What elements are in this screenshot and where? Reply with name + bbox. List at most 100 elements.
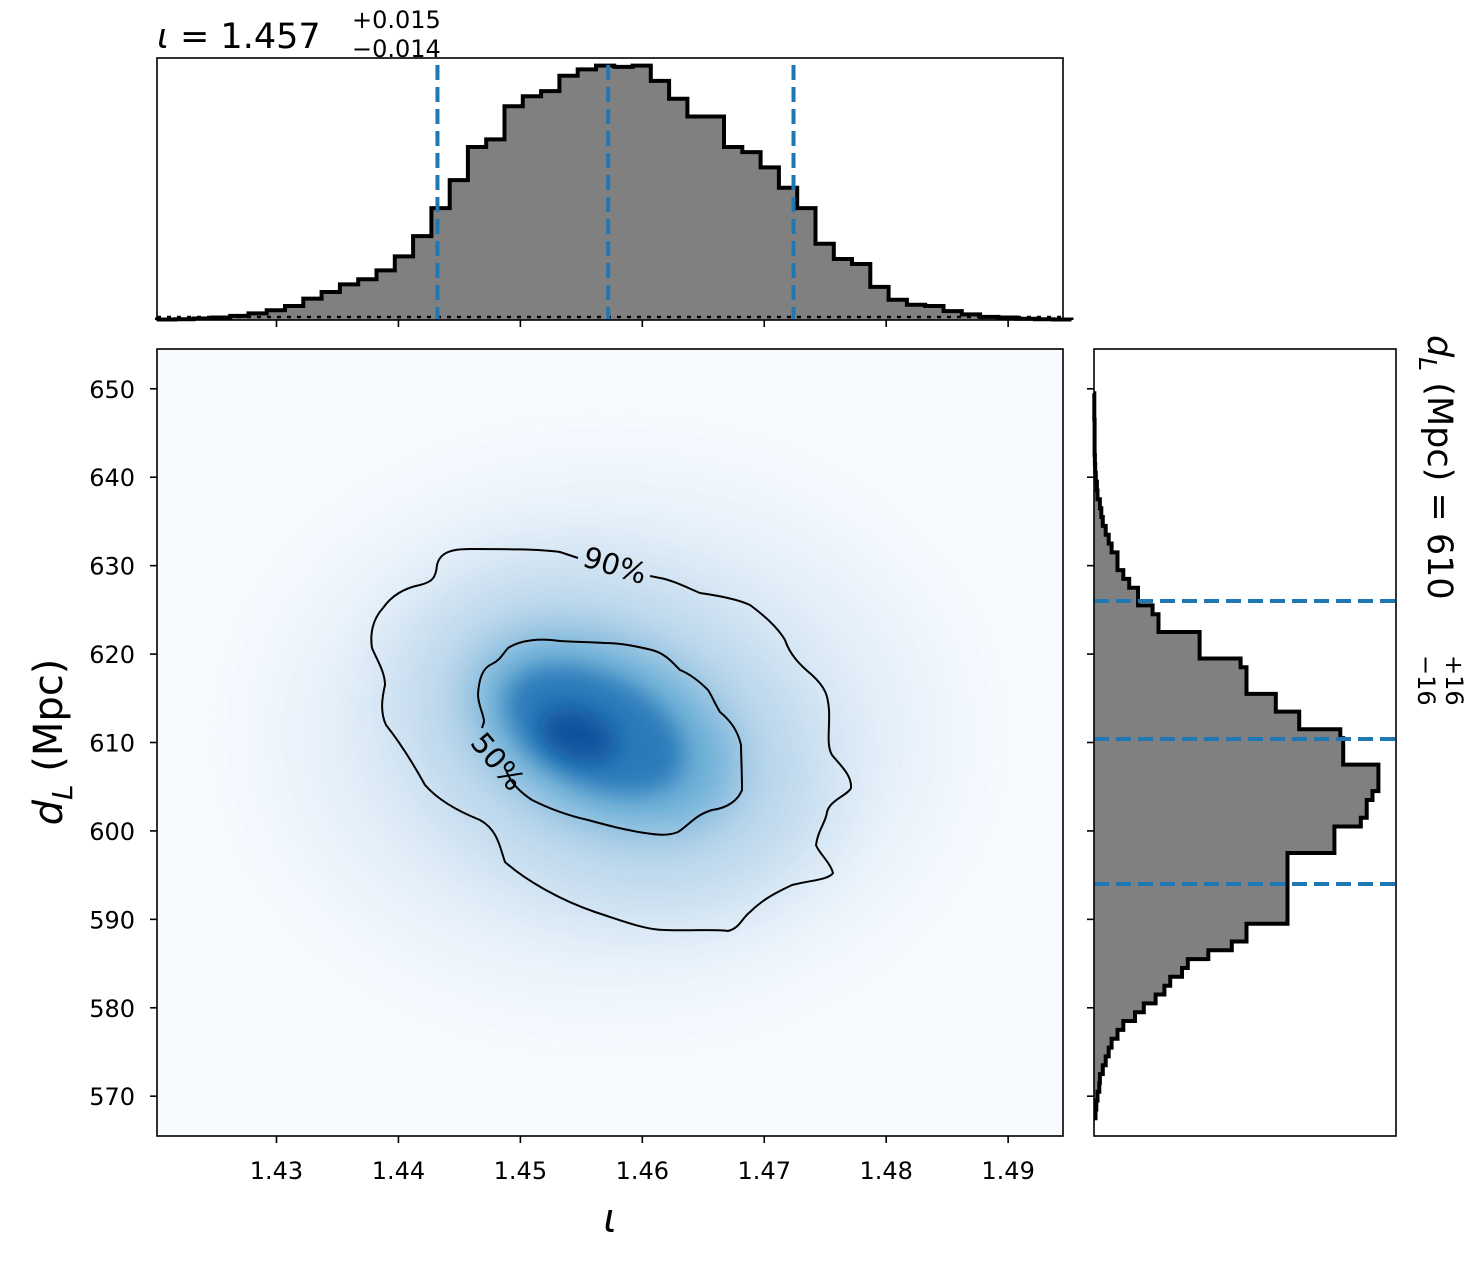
distance-bin (1094, 711, 1300, 721)
y-tick-label: 580 (89, 995, 135, 1023)
distance-title-lower: −16 (1412, 655, 1440, 706)
distance-bin (1094, 649, 1200, 660)
inclination-title-upper: +0.015 (352, 6, 441, 34)
distance-bin (1094, 676, 1247, 686)
inclination-bin (906, 304, 926, 320)
x-tick-label: 1.45 (494, 1157, 547, 1185)
distance-histogram-outline (1092, 391, 1381, 1121)
inclination-marginal-ticks (275, 320, 1009, 327)
x-tick-label: 1.49 (981, 1157, 1034, 1185)
joint-y-ticks: 570 580 590 600 610 620 630 640 650 (89, 376, 157, 1111)
distance-bin (1094, 959, 1188, 969)
distance-bin (1094, 685, 1247, 695)
inclination-bin (376, 270, 396, 320)
inclination-bin (705, 116, 725, 320)
y-tick-label: 590 (89, 906, 135, 934)
inclination-bin (596, 65, 615, 320)
inclination-bin (413, 236, 432, 320)
inclination-bin (742, 152, 762, 320)
inclination-bin (467, 147, 487, 320)
distance-bin (1094, 791, 1373, 801)
inclination-bin (394, 256, 414, 320)
inclination-bin (486, 139, 506, 320)
inclination-bin (321, 292, 341, 320)
distance-marginal-ticks (1087, 387, 1094, 1098)
inclination-marginal-panel: ι = 1.457 +0.015 −0.014 (155, 6, 1074, 327)
distance-bin (1094, 914, 1288, 925)
inclination-bin (266, 310, 286, 320)
x-tick-label: 1.43 (250, 1157, 303, 1185)
distance-bin (1094, 720, 1300, 730)
inclination-bin (522, 96, 542, 320)
distance-bin (1094, 1047, 1109, 1057)
distance-bin (1094, 605, 1153, 615)
x-axis-label: ι (603, 1196, 617, 1242)
contour-90 (370, 547, 853, 933)
distance-bin (1094, 702, 1276, 713)
x-tick-label: 1.47 (738, 1157, 791, 1185)
distance-bin (1094, 950, 1209, 960)
distance-histogram (1092, 391, 1381, 1121)
distance-bin (1094, 844, 1335, 854)
distance-bin (1094, 640, 1200, 651)
inclination-title-lower: −0.014 (352, 35, 441, 63)
distance-bin (1094, 808, 1367, 819)
distance-quantile-lines (1094, 599, 1396, 886)
distance-bin (1094, 1056, 1106, 1066)
inclination-bin (815, 243, 835, 320)
y-tick-label: 620 (89, 641, 135, 669)
distance-title: dL (Mpc) = 610 (1413, 335, 1459, 600)
distance-bin (1094, 888, 1288, 898)
distance-bin (1094, 623, 1159, 633)
inclination-bin (614, 66, 634, 321)
distance-bin (1094, 782, 1379, 792)
density-peak (539, 707, 617, 763)
inclination-bin (833, 259, 853, 320)
distance-bin (1094, 994, 1156, 1004)
inclination-bin (449, 180, 469, 320)
distance-bin (1094, 897, 1288, 907)
y-tick-label: 570 (89, 1083, 135, 1111)
distance-bin (1094, 826, 1335, 836)
inclination-histogram-outline (155, 63, 1074, 322)
inclination-histogram (155, 63, 1074, 322)
distance-bin (1094, 578, 1130, 589)
inclination-marginal-frame (156, 57, 1064, 321)
distance-bin (1094, 746, 1344, 757)
distance-bin (1094, 1065, 1103, 1075)
inclination-bin (358, 279, 378, 320)
x-tick-label: 1.48 (859, 1157, 912, 1185)
inclination-bin (431, 208, 451, 320)
distance-bin (1094, 817, 1361, 828)
distance-bin (1094, 835, 1335, 845)
distance-bin (1094, 667, 1247, 677)
y-tick-label: 650 (89, 376, 135, 404)
inclination-quantile-lines (435, 65, 796, 320)
distance-bin (1094, 755, 1344, 766)
y-axis-label: dL (Mpc) (26, 659, 79, 826)
distance-bin (1094, 968, 1182, 978)
distance-bin (1094, 632, 1200, 642)
inclination-bin (577, 69, 597, 321)
inclination-bin (852, 264, 871, 320)
y-tick-label: 610 (89, 730, 135, 758)
joint-density-panel: 90% 50% 1.43 1.44 1.45 1.46 1.47 1.48 1.49 570… (26, 348, 1064, 1242)
distance-bin (1094, 800, 1367, 810)
distance-bin (1094, 517, 1103, 527)
inclination-bin (504, 106, 524, 320)
inclination-bin (632, 65, 652, 320)
distance-bin (1094, 923, 1247, 934)
inclination-title: ι = 1.457 (157, 17, 321, 57)
distance-bin (1094, 764, 1379, 774)
distance-bin (1094, 570, 1124, 580)
distance-bin (1094, 552, 1118, 562)
inclination-bin (888, 299, 908, 320)
distance-bin (1094, 1082, 1100, 1093)
distance-title-upper: +16 (1440, 655, 1468, 706)
distance-bin (1094, 561, 1118, 571)
distance-bin (1094, 729, 1341, 739)
inclination-bin (870, 286, 890, 320)
distance-bin (1094, 1038, 1112, 1049)
x-tick-label: 1.46 (616, 1157, 669, 1185)
